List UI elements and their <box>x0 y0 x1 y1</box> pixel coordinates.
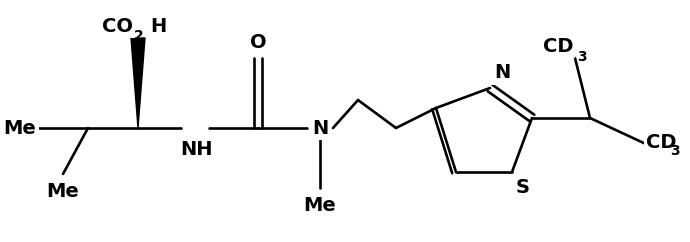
Text: S: S <box>516 178 530 197</box>
Text: 2: 2 <box>134 29 144 43</box>
Text: Me: Me <box>47 182 79 201</box>
Text: O: O <box>250 33 266 52</box>
Text: N: N <box>312 119 328 137</box>
Text: NH: NH <box>180 140 213 159</box>
Text: 3: 3 <box>577 50 586 64</box>
Text: Me: Me <box>3 119 36 137</box>
Text: CD: CD <box>542 37 573 56</box>
Polygon shape <box>131 38 145 128</box>
Text: H: H <box>150 17 166 36</box>
Text: N: N <box>494 63 510 82</box>
Text: 3: 3 <box>670 144 680 158</box>
Text: CO: CO <box>102 17 133 36</box>
Text: CD: CD <box>646 134 676 152</box>
Text: Me: Me <box>304 196 337 215</box>
